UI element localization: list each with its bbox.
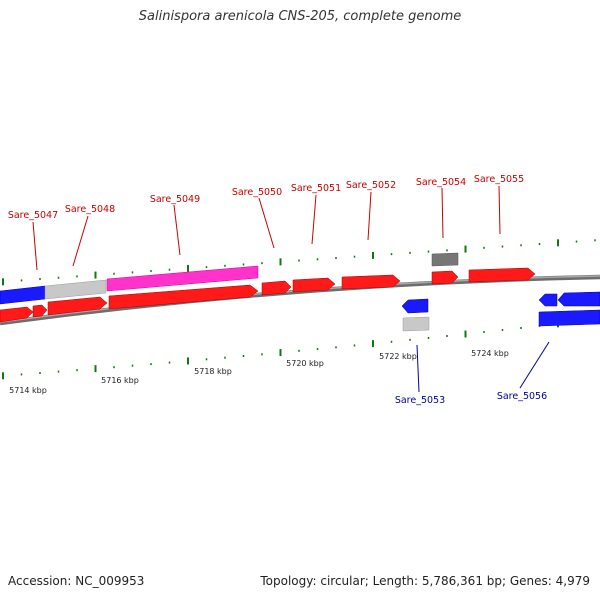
cds-forward-3[interactable] (47, 296, 108, 316)
gene-label-sare-5055[interactable]: Sare_5055 (474, 174, 524, 185)
cds-forward-sare-5054[interactable] (431, 270, 459, 285)
outer-tick-track (2, 239, 596, 286)
cds-pink-sare-5049[interactable] (106, 265, 259, 292)
cds-reverse-sare-5056-c[interactable] (538, 309, 600, 327)
forward-label-connectors (32, 185, 501, 271)
kbp-label-5724: 5724 kbp (471, 349, 509, 358)
kbp-label-5714: 5714 kbp (9, 386, 47, 395)
kbp-label-5718: 5718 kbp (194, 367, 232, 376)
gene-label-sare-5050[interactable]: Sare_5050 (232, 187, 282, 198)
gene-label-sare-5049[interactable]: Sare_5049 (150, 194, 200, 205)
cds-reverse-sare-5056-b[interactable] (557, 291, 600, 307)
gene-label-sare-5054[interactable]: Sare_5054 (416, 177, 466, 188)
rna-sare-5054[interactable] (431, 252, 459, 267)
topology-text: Topology: circular; Length: 5,786,361 bp… (260, 574, 590, 588)
gene-label-sare-5052[interactable]: Sare_5052 (346, 180, 396, 191)
cds-reverse-sare-5053-a[interactable] (401, 298, 429, 314)
cds-forward-2[interactable] (32, 304, 48, 318)
pseudogene-sare-5048[interactable] (44, 279, 107, 300)
kbp-label-5716: 5716 kbp (101, 376, 139, 385)
gene-label-sare-5047[interactable]: Sare_5047 (8, 210, 58, 221)
gene-label-sare-5048[interactable]: Sare_5048 (65, 204, 115, 215)
gene-label-sare-5053[interactable]: Sare_5053 (395, 395, 445, 406)
cds-forward-7[interactable] (341, 274, 401, 290)
cds-forward-1[interactable] (0, 306, 34, 323)
cds-forward-sare-5055[interactable] (468, 267, 536, 283)
cds-forward-6[interactable] (292, 277, 336, 293)
cds-forward-4[interactable] (108, 284, 259, 310)
kbp-label-5720: 5720 kbp (286, 359, 324, 368)
gene-label-sare-5056[interactable]: Sare_5056 (497, 391, 547, 402)
cds-forward-5[interactable] (261, 280, 292, 296)
map-title: Salinispora arenicola CNS-205, complete … (138, 9, 462, 24)
accession-text: Accession: NC_009953 (8, 574, 145, 588)
reverse-label-connectors (416, 341, 550, 393)
kbp-label-5722: 5722 kbp (379, 352, 417, 361)
gene-label-sare-5051[interactable]: Sare_5051 (291, 183, 341, 194)
inner-tick-track (2, 318, 596, 380)
pseudogene-sare-5053[interactable] (402, 316, 430, 332)
cds-reverse-sare-5056-a[interactable] (538, 293, 558, 307)
cds-reverse-sare-5047[interactable] (0, 285, 46, 305)
